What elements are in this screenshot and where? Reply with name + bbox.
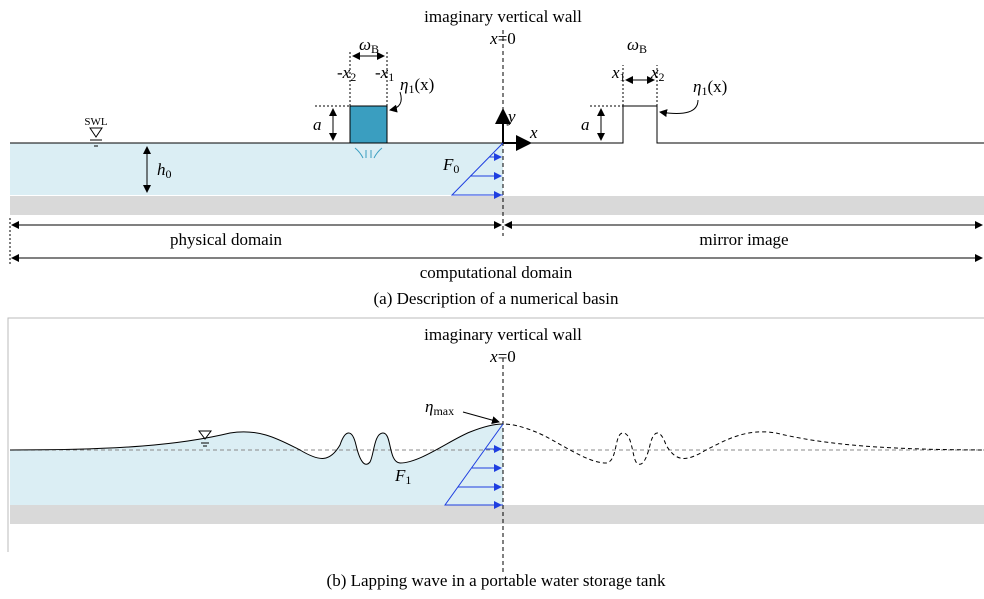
pointer	[660, 100, 698, 114]
caption: (b) Lapping wave in a portable water sto…	[327, 571, 666, 590]
label-part: B	[371, 42, 379, 56]
wall-label: imaginary vertical wall	[424, 7, 582, 26]
initial-hump	[350, 106, 387, 143]
origin-label: x=0	[489, 347, 516, 366]
label-part: =0	[498, 29, 516, 48]
origin-label: x=0	[489, 29, 516, 48]
domain-label: computational domain	[420, 263, 573, 282]
label-part: 1	[405, 473, 411, 487]
width-label: ωB	[359, 35, 379, 56]
water	[10, 143, 503, 195]
label-part: 2	[659, 70, 665, 84]
x-label: x1	[611, 63, 626, 84]
seabed	[10, 196, 984, 215]
label-part: η	[425, 397, 433, 416]
label-part: B	[639, 42, 647, 56]
label-part: F	[394, 466, 406, 485]
label-part: max	[433, 404, 454, 418]
label-part: 1	[620, 70, 626, 84]
axis-label: x	[529, 123, 538, 142]
label-part: F	[442, 155, 454, 174]
label-part: (x)	[414, 75, 434, 94]
x-label: -x2	[337, 63, 356, 84]
surface	[10, 106, 984, 143]
seabed	[10, 505, 984, 524]
domain-label: physical domain	[170, 230, 282, 249]
label-part: η	[693, 77, 701, 96]
label-part: ω	[627, 35, 639, 54]
panel-b: imaginary vertical wall x=0 ηmax F1 (b) …	[8, 318, 984, 590]
pointer	[463, 412, 499, 422]
domain-label: mirror image	[699, 230, 788, 249]
height-label: a	[313, 115, 322, 134]
label-part: 1	[388, 70, 394, 84]
label-part: 2	[350, 70, 356, 84]
label-part: η	[400, 75, 408, 94]
label-part: 0	[166, 167, 172, 181]
mirror-wave	[503, 424, 984, 464]
label-part: -x	[375, 63, 389, 82]
pointer	[390, 92, 401, 110]
label-part: 0	[453, 162, 459, 176]
x-label: -x1	[375, 63, 394, 84]
label-part: =0	[498, 347, 516, 366]
height-label: a	[581, 115, 590, 134]
x-label: x2	[650, 63, 665, 84]
profile-label: η1(x)	[400, 75, 434, 96]
axis-label: y	[506, 107, 516, 126]
label-part: h	[157, 160, 166, 179]
label-part: ω	[359, 35, 371, 54]
label-part: (x)	[707, 77, 727, 96]
guides	[315, 50, 657, 106]
swl-label: SWL	[84, 116, 108, 128]
diagram: imaginary vertical wall x=0 ωB -x2 -x1 a…	[0, 0, 984, 599]
peak-label: ηmax	[425, 397, 454, 418]
profile-label: η1(x)	[693, 77, 727, 98]
caption: (a) Description of a numerical basin	[374, 289, 619, 308]
panel-a: imaginary vertical wall x=0 ωB -x2 -x1 a…	[10, 7, 984, 308]
wall-label: imaginary vertical wall	[424, 325, 582, 344]
water	[10, 424, 503, 505]
label-part: -x	[337, 63, 351, 82]
width-label: ωB	[627, 35, 647, 56]
